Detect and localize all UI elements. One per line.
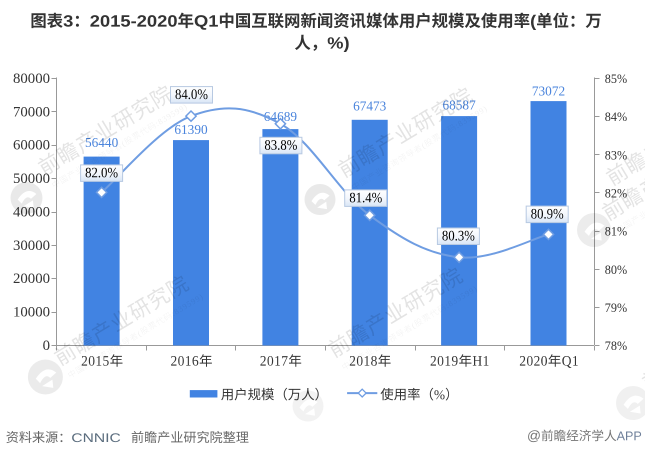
svg-text:81%: 81%	[605, 225, 627, 239]
svg-text:10000: 10000	[13, 305, 50, 321]
svg-text:82%: 82%	[605, 187, 627, 201]
svg-text:68587: 68587	[442, 98, 476, 113]
svg-text:83%: 83%	[605, 148, 627, 162]
svg-text:67473: 67473	[353, 99, 387, 114]
svg-text:30000: 30000	[13, 238, 50, 254]
svg-text:0: 0	[43, 338, 50, 354]
svg-text:61390: 61390	[174, 122, 208, 137]
svg-text:20000: 20000	[13, 271, 50, 287]
svg-text:56440: 56440	[85, 135, 119, 150]
svg-text:78%: 78%	[605, 339, 627, 353]
svg-text:60000: 60000	[13, 138, 50, 154]
svg-text:73072: 73072	[532, 84, 565, 99]
svg-text:79%: 79%	[605, 301, 627, 315]
svg-text:80000: 80000	[13, 71, 50, 87]
svg-text:80%: 80%	[605, 263, 627, 277]
svg-text:70000: 70000	[13, 104, 50, 120]
svg-text:84%: 84%	[605, 110, 627, 124]
svg-text:85%: 85%	[605, 72, 627, 86]
svg-text:40000: 40000	[13, 204, 50, 220]
svg-text:50000: 50000	[13, 171, 50, 187]
